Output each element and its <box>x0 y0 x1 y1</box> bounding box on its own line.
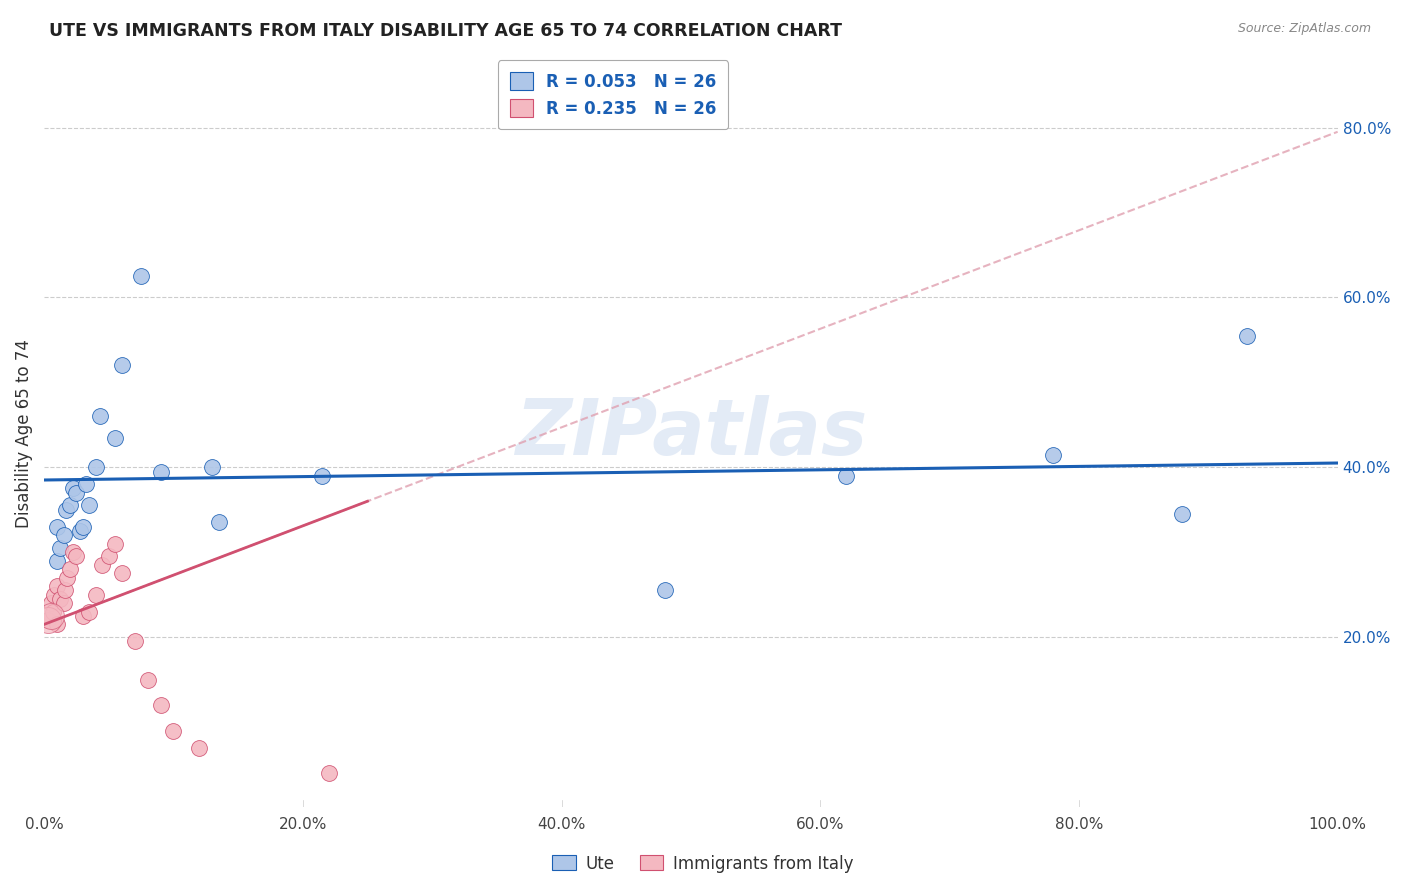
Point <box>79 605 101 619</box>
Point <box>84 460 107 475</box>
Point <box>1042 448 1064 462</box>
Point <box>46 617 69 632</box>
Point <box>311 468 333 483</box>
Text: ZIPatlas: ZIPatlas <box>515 395 868 471</box>
Point <box>48 541 70 555</box>
Point <box>52 528 75 542</box>
Point <box>62 482 84 496</box>
Point <box>835 468 858 483</box>
Point <box>59 499 82 513</box>
Point <box>59 562 82 576</box>
Point <box>84 588 107 602</box>
Point <box>318 766 340 780</box>
Point <box>65 485 87 500</box>
Text: UTE VS IMMIGRANTS FROM ITALY DISABILITY AGE 65 TO 74 CORRELATION CHART: UTE VS IMMIGRANTS FROM ITALY DISABILITY … <box>49 22 842 40</box>
Point <box>39 596 62 610</box>
Point <box>79 499 101 513</box>
Point <box>37 613 59 627</box>
Point <box>97 549 120 564</box>
Point <box>104 431 127 445</box>
Point <box>1171 507 1194 521</box>
Point <box>89 409 111 424</box>
Point <box>53 583 76 598</box>
Text: Source: ZipAtlas.com: Source: ZipAtlas.com <box>1237 22 1371 36</box>
Point <box>42 605 65 619</box>
Point <box>111 566 134 581</box>
Point <box>56 571 79 585</box>
Point <box>149 698 172 712</box>
Point <box>188 740 211 755</box>
Point <box>39 608 62 623</box>
Point <box>104 537 127 551</box>
Point <box>149 465 172 479</box>
Point <box>1236 328 1258 343</box>
Point <box>72 608 94 623</box>
Point <box>65 549 87 564</box>
Point <box>52 596 75 610</box>
Point <box>124 634 146 648</box>
Point <box>46 554 69 568</box>
Legend: R = 0.053   N = 26, R = 0.235   N = 26: R = 0.053 N = 26, R = 0.235 N = 26 <box>498 61 728 129</box>
Point <box>55 502 77 516</box>
Point <box>208 516 231 530</box>
Point <box>62 545 84 559</box>
Point <box>162 723 184 738</box>
Point <box>69 524 91 538</box>
Point <box>44 588 66 602</box>
Point <box>46 579 69 593</box>
Point <box>75 477 97 491</box>
Legend: Ute, Immigrants from Italy: Ute, Immigrants from Italy <box>546 848 860 880</box>
Point <box>129 269 152 284</box>
Point <box>136 673 159 687</box>
Point <box>72 519 94 533</box>
Point <box>111 359 134 373</box>
Point <box>654 583 676 598</box>
Point <box>201 460 224 475</box>
Point <box>91 558 114 572</box>
Y-axis label: Disability Age 65 to 74: Disability Age 65 to 74 <box>15 339 32 528</box>
Point <box>37 613 59 627</box>
Point <box>48 591 70 606</box>
Point <box>46 519 69 533</box>
